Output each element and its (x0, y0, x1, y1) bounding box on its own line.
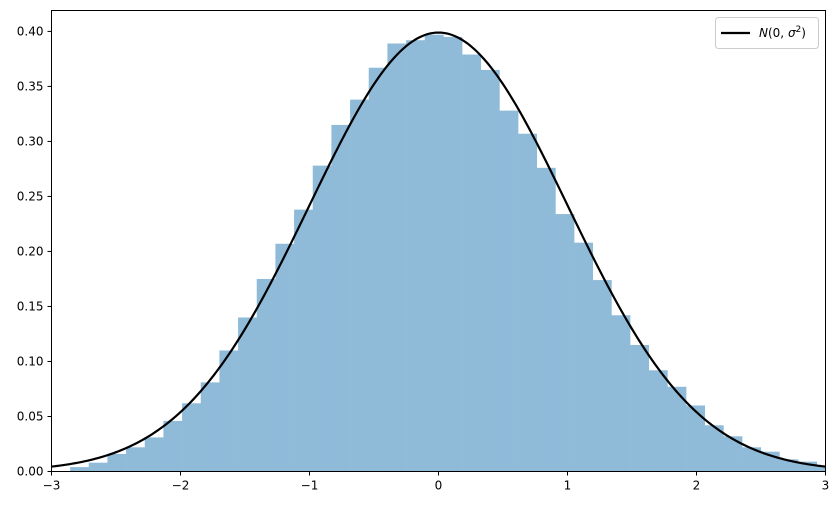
histogram-bar (499, 110, 519, 472)
histogram-bar (406, 40, 426, 472)
normal-density-curve (51, 31, 826, 468)
histogram-bar (686, 405, 706, 472)
x-tick-label: −2 (172, 479, 190, 493)
histogram-bar (611, 315, 631, 472)
histogram-bar (70, 467, 90, 472)
y-tick-label: 0.40 (17, 24, 44, 38)
histogram-bar (462, 54, 482, 472)
histogram-bar (798, 461, 818, 472)
x-tick-label: 1 (564, 479, 572, 493)
histogram-bar (88, 462, 108, 472)
histogram-bar (219, 350, 239, 472)
x-tick-label: 0 (435, 479, 443, 493)
histogram-bar (630, 344, 650, 472)
legend-label-sup: 2 (796, 25, 802, 35)
histogram-bar (144, 437, 164, 472)
histogram-bar (555, 214, 575, 472)
histogram-bar (704, 425, 724, 472)
legend-label: N(0, σ2) (759, 25, 806, 40)
histogram-bar (256, 278, 276, 472)
histogram-bars (70, 34, 826, 472)
y-tick-label: 0.00 (17, 465, 44, 479)
histogram-bar (238, 317, 258, 472)
histogram-bar (480, 69, 500, 472)
histogram-bar (312, 165, 332, 472)
histogram-bar (200, 382, 220, 472)
histogram-bar (723, 436, 743, 472)
x-tick-label: −1 (301, 479, 319, 493)
histogram-bar (275, 243, 295, 472)
y-tick-label: 0.05 (17, 409, 44, 423)
histogram-bar (518, 133, 538, 472)
legend-label-close: ) (801, 26, 806, 40)
legend-box (715, 17, 819, 49)
histogram-bar (592, 280, 612, 472)
y-tick-label: 0.25 (17, 189, 44, 203)
histogram-bar (294, 209, 314, 472)
histogram-bar (574, 242, 594, 472)
histogram-bar (536, 167, 556, 472)
y-tick-label: 0.20 (17, 244, 44, 258)
histogram-bar (163, 420, 183, 472)
x-tick-label: 3 (822, 479, 830, 493)
histogram-bar (107, 453, 127, 472)
histogram-bar (648, 370, 668, 472)
y-tick-label: 0.10 (17, 354, 44, 368)
histogram-bar (742, 447, 762, 472)
histogram-bar (126, 447, 146, 472)
legend-label-open: (0, (768, 26, 788, 40)
histogram-bar (667, 386, 687, 472)
histogram-bar (387, 43, 407, 472)
legend-label-sigma: σ (788, 26, 796, 40)
x-tick-label: −3 (43, 479, 61, 493)
histogram-bar (368, 67, 388, 472)
y-tick-label: 0.15 (17, 299, 44, 313)
y-tick-label: 0.35 (17, 79, 44, 93)
legend-label-n: N (759, 26, 768, 40)
legend: N(0, σ2) (715, 17, 819, 49)
y-axis: 0.00 0.05 0.10 0.15 0.20 0.25 0.30 0.35 0.40 (17, 24, 52, 479)
y-tick-label: 0.30 (17, 134, 44, 148)
histogram-bar (182, 403, 202, 472)
histogram-bar (424, 34, 444, 472)
x-tick-label: 2 (693, 479, 701, 493)
histogram-bar (443, 36, 463, 472)
x-axis: −3 −2 −1 0 1 2 3 (43, 471, 830, 493)
histogram-bar (816, 465, 826, 472)
histogram-bar (331, 124, 351, 472)
histogram-bar (350, 99, 370, 472)
